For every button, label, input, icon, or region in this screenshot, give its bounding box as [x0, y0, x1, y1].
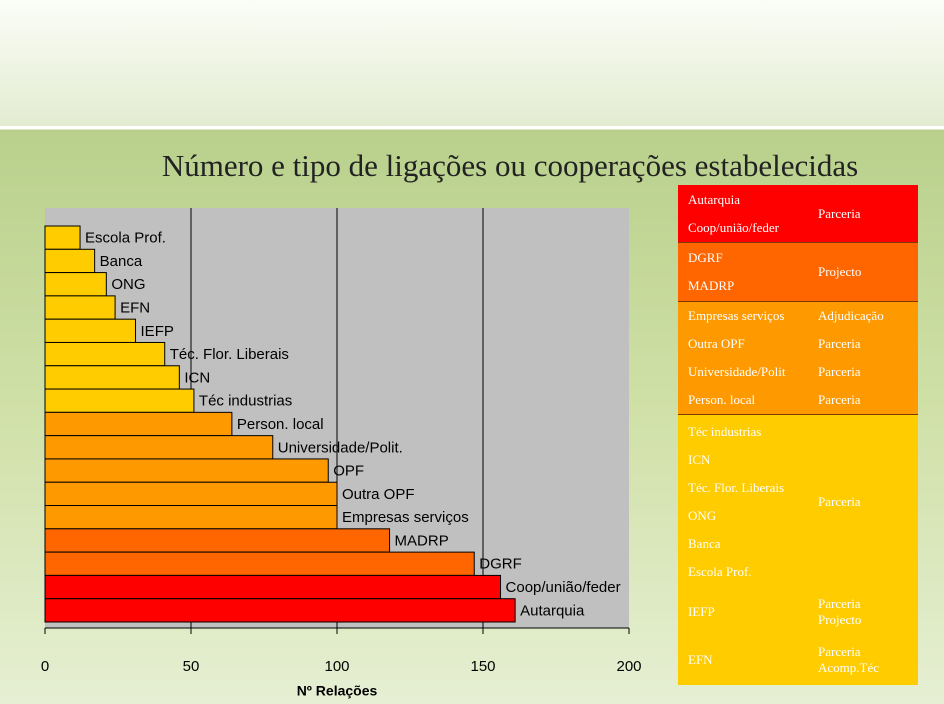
entity: MADRP — [688, 278, 735, 293]
bar — [44, 458, 329, 483]
entity: Person. local — [688, 392, 756, 407]
bar-label: ONG — [111, 276, 145, 293]
entity: IEFP — [688, 603, 715, 619]
bar — [44, 295, 116, 320]
bar — [44, 388, 195, 413]
type: Parceria — [818, 493, 861, 509]
type-cell: Projecto — [818, 243, 918, 301]
entity-cell: Empresas serviços — [678, 302, 818, 330]
bar — [44, 225, 81, 250]
chart: 0 50 100 150 200 Escola Prof. Banca ONG EFN IEFP T… — [41, 208, 642, 699]
bar — [44, 435, 274, 460]
bar — [44, 365, 180, 390]
entity: Autarquia — [688, 191, 740, 207]
type-cell: Parceria Acomp.Téc — [818, 635, 918, 685]
header-band — [0, 0, 944, 126]
entity: Empresas serviços — [688, 308, 785, 323]
entity-cell: DGRF MADRP — [678, 243, 818, 301]
bar-label: Téc. Flor. Liberais — [170, 346, 289, 363]
bar-label: OPF — [333, 463, 364, 480]
type: Adjudicação — [818, 308, 884, 323]
bar-label: Autarquia — [520, 602, 585, 619]
bar-label: Banca — [100, 253, 143, 270]
entity: Universidade/Polit — [688, 364, 786, 379]
entity: DGRF — [688, 250, 723, 265]
table-block: IEFP Parceria Projecto — [678, 588, 918, 635]
entity: EFN — [688, 652, 713, 667]
entity: Téc. Flor. Liberais — [688, 479, 785, 495]
entity: Coop/união/feder — [688, 219, 779, 235]
type-cell: Parceria — [818, 358, 918, 386]
bar — [44, 411, 233, 437]
bar-label: ICN — [184, 369, 210, 386]
type: Parceria — [818, 364, 861, 379]
bar — [44, 551, 475, 576]
bar-label: Escola Prof. — [85, 230, 166, 247]
entity: ICN — [688, 451, 711, 467]
bar — [44, 318, 137, 343]
bar — [44, 272, 107, 297]
type: Projecto — [818, 264, 862, 279]
entity-cell: EFN — [678, 635, 818, 685]
bar — [44, 248, 96, 274]
table-block: Outra OPF Parceria — [678, 330, 918, 358]
table-block: Empresas serviços Adjudicação — [678, 301, 918, 330]
type: Parceria — [818, 595, 861, 611]
bar-label: Outra OPF — [342, 486, 415, 503]
type-cell: Parceria — [818, 185, 918, 242]
bar-label: Person. local — [237, 416, 324, 433]
bar-label: Téc industrias — [199, 393, 292, 410]
entity-cell: Téc industrias ICN Téc. Flor. Liberais ONG B… — [678, 415, 818, 588]
x-axis-title: Nº Relações — [297, 683, 378, 699]
table-block: Person. local Parceria — [678, 386, 918, 414]
x-tick-label: 100 — [324, 658, 349, 675]
type-cell: Parceria — [818, 330, 918, 358]
entity: Téc industrias — [688, 423, 762, 439]
entity: Outra OPF — [688, 336, 745, 351]
bar-label: MADRP — [395, 532, 449, 549]
type-cell: Adjudicação — [818, 302, 918, 330]
type: Parceria — [818, 392, 861, 407]
entity-cell: Person. local — [678, 386, 818, 414]
bar — [44, 341, 166, 367]
bar — [44, 505, 338, 530]
type-cell: Parceria — [818, 386, 918, 414]
table-block: Autarquia Coop/união/feder Parceria — [678, 185, 918, 242]
type: Parceria — [818, 644, 861, 659]
entity: Escola Prof. — [688, 563, 752, 579]
bar — [44, 598, 516, 623]
bar-label: Empresas serviços — [342, 509, 469, 526]
bar — [44, 528, 391, 553]
type-cell: Parceria — [818, 415, 918, 588]
bar-label: DGRF — [479, 556, 522, 573]
bar-label: IEFP — [141, 323, 174, 340]
entity: Banca — [688, 535, 721, 551]
table-block: DGRF MADRP Projecto — [678, 242, 918, 301]
x-tick-label: 150 — [470, 658, 495, 675]
table-block: Universidade/Polit Parceria — [678, 358, 918, 386]
bar-label: Universidade/Polit. — [278, 439, 403, 456]
entity-cell: Universidade/Polit — [678, 358, 818, 386]
x-tick-label: 50 — [183, 658, 200, 675]
x-tick-label: 200 — [616, 658, 641, 675]
entity-cell: Outra OPF — [678, 330, 818, 358]
table-block: EFN Parceria Acomp.Téc — [678, 635, 918, 685]
type-cell: Parceria Projecto — [818, 588, 918, 635]
legend-table: Autarquia Coop/união/feder Parceria DGRF MAD… — [678, 185, 918, 685]
bar — [44, 574, 502, 600]
chart-title: Número e tipo de ligações ou cooperações… — [161, 148, 859, 183]
entity-cell: Autarquia Coop/união/feder — [678, 185, 818, 242]
bar-label: EFN — [120, 299, 150, 316]
table-block: Téc industrias ICN Téc. Flor. Liberais ONG B… — [678, 414, 918, 588]
x-tick-label: 0 — [41, 658, 49, 675]
entity: ONG — [688, 507, 717, 523]
type: Parceria — [818, 336, 861, 351]
type: Acomp.Téc — [818, 660, 880, 675]
type: Parceria — [818, 205, 861, 221]
bar — [44, 481, 338, 507]
entity-cell: IEFP — [678, 588, 818, 635]
bar-label: Coop/união/feder — [506, 579, 621, 596]
type: Projecto — [818, 611, 862, 627]
